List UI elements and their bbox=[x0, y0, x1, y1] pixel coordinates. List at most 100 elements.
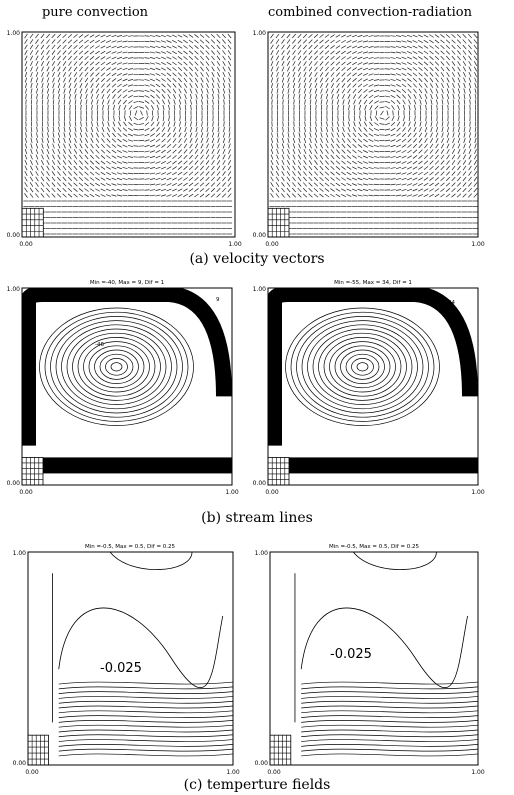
vector bbox=[324, 45, 330, 49]
vector bbox=[363, 150, 368, 153]
vector bbox=[118, 104, 121, 111]
vector bbox=[150, 99, 155, 105]
vector bbox=[107, 127, 110, 132]
stream-line bbox=[329, 341, 396, 393]
vector bbox=[173, 115, 176, 122]
vector bbox=[281, 61, 285, 66]
vector bbox=[446, 66, 450, 72]
vector bbox=[106, 51, 111, 54]
vector bbox=[40, 44, 45, 50]
vector bbox=[368, 62, 374, 65]
vector bbox=[368, 84, 374, 87]
vector bbox=[84, 182, 89, 187]
vector bbox=[276, 165, 279, 171]
vector bbox=[270, 176, 274, 182]
vector bbox=[276, 82, 279, 89]
vector bbox=[462, 66, 467, 72]
vector bbox=[117, 94, 122, 99]
vector bbox=[357, 161, 363, 164]
vector bbox=[314, 132, 318, 138]
vector bbox=[440, 176, 445, 182]
vector bbox=[303, 66, 307, 72]
vector bbox=[313, 182, 319, 187]
vector bbox=[341, 56, 346, 60]
vector bbox=[156, 121, 160, 127]
vector bbox=[335, 171, 341, 176]
vector bbox=[100, 149, 106, 154]
vector bbox=[384, 122, 391, 126]
vector bbox=[276, 99, 279, 105]
vector bbox=[200, 137, 204, 144]
vector bbox=[89, 34, 95, 38]
vector bbox=[155, 194, 161, 197]
vector bbox=[395, 183, 402, 186]
vector bbox=[292, 137, 296, 144]
vector bbox=[95, 83, 100, 88]
vector bbox=[172, 83, 177, 88]
vector bbox=[390, 127, 396, 132]
vector bbox=[144, 178, 150, 180]
vector bbox=[178, 88, 182, 94]
vector bbox=[227, 50, 232, 55]
vector bbox=[401, 132, 407, 138]
vector bbox=[287, 126, 290, 133]
vector bbox=[133, 122, 139, 126]
vector bbox=[100, 155, 106, 159]
vector bbox=[206, 121, 209, 127]
vector bbox=[320, 132, 323, 138]
vector bbox=[217, 132, 220, 138]
vector bbox=[275, 55, 280, 61]
vector bbox=[315, 93, 317, 100]
vector bbox=[117, 99, 122, 105]
vector bbox=[40, 165, 45, 171]
vector bbox=[106, 94, 111, 99]
vector bbox=[40, 39, 45, 44]
vector bbox=[406, 56, 413, 60]
vector bbox=[41, 148, 44, 155]
vector bbox=[407, 88, 412, 94]
vector bbox=[341, 171, 346, 176]
vector bbox=[57, 137, 61, 144]
vector bbox=[178, 83, 182, 88]
vector bbox=[324, 177, 330, 181]
vector bbox=[36, 88, 38, 94]
vector bbox=[352, 56, 357, 60]
vector bbox=[155, 56, 161, 60]
vector bbox=[84, 72, 89, 77]
vector bbox=[111, 62, 117, 65]
vector bbox=[63, 143, 66, 149]
vector bbox=[24, 60, 28, 67]
vector bbox=[468, 187, 472, 193]
vector bbox=[157, 115, 159, 122]
vector bbox=[79, 72, 83, 77]
vector bbox=[325, 83, 329, 88]
vector bbox=[452, 93, 455, 100]
vector bbox=[69, 126, 71, 133]
vector bbox=[200, 77, 204, 83]
vector bbox=[358, 99, 362, 105]
plot-title: Min =-55, Max = 34, Dif = 1 bbox=[334, 280, 412, 286]
vector bbox=[352, 94, 357, 99]
vector bbox=[172, 67, 177, 71]
vector bbox=[396, 89, 401, 93]
vector bbox=[63, 126, 66, 133]
vector bbox=[188, 45, 194, 49]
vector bbox=[128, 116, 133, 121]
vector bbox=[408, 115, 411, 122]
vector bbox=[111, 194, 117, 197]
vector bbox=[222, 160, 226, 165]
vector bbox=[434, 182, 440, 187]
vector bbox=[73, 165, 78, 171]
vector bbox=[217, 77, 220, 83]
vector bbox=[29, 182, 34, 187]
vector bbox=[341, 143, 346, 149]
vector bbox=[62, 154, 67, 160]
vector bbox=[429, 45, 434, 49]
vector bbox=[325, 72, 329, 77]
vector bbox=[270, 148, 274, 155]
vector bbox=[52, 77, 55, 83]
vector bbox=[390, 121, 396, 127]
vector bbox=[155, 183, 161, 186]
vector bbox=[211, 137, 215, 144]
vector bbox=[90, 93, 94, 100]
